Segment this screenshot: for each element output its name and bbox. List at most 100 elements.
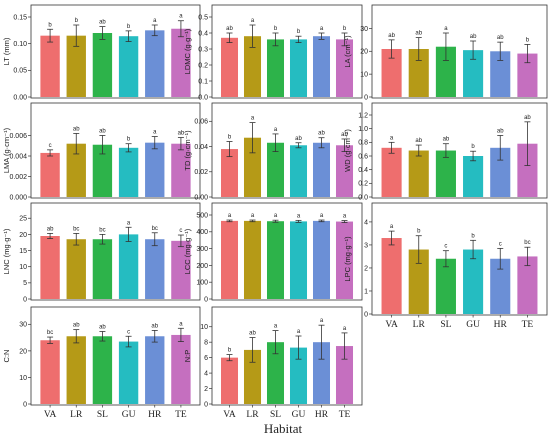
bar-sl xyxy=(435,258,456,314)
significance-letter: a xyxy=(320,26,324,32)
y-tick-label: 0.00 xyxy=(194,194,208,201)
y-tick-label: 30 xyxy=(19,322,27,329)
significance-letter: bc xyxy=(99,227,105,233)
significance-letter: a xyxy=(390,224,394,230)
bar-hr xyxy=(312,36,331,97)
bar-va xyxy=(40,340,60,404)
bar-hr xyxy=(145,142,165,197)
y-tick-label: 30 xyxy=(360,26,368,33)
y-tick-label: 20 xyxy=(360,49,368,56)
y-tick-label: 0 xyxy=(364,311,368,318)
x-tick-label: HR xyxy=(148,410,162,420)
x-tick-label: SL xyxy=(440,320,451,330)
significance-letter: b xyxy=(471,144,475,150)
x-tick-label: LR xyxy=(413,320,426,330)
y-tick-label: 10 xyxy=(200,324,208,331)
y-axis-label: LCC (mg·g⁻¹) xyxy=(183,228,192,274)
significance-letter: a xyxy=(444,26,448,32)
significance-letter: bc xyxy=(152,226,158,232)
y-tick-label: 1.0 xyxy=(358,126,368,133)
y-tick-label: 0.6 xyxy=(358,153,368,160)
y-tick-label: 0.2 xyxy=(198,62,208,69)
bar-gu xyxy=(118,234,139,299)
significance-letter: ab xyxy=(178,131,185,137)
bar-sl xyxy=(435,46,456,97)
y-tick-label: 0 xyxy=(23,401,27,408)
bar-sl xyxy=(266,142,285,197)
bar-sl xyxy=(92,336,113,404)
y-axis-label: LT (mm) xyxy=(2,37,11,65)
significance-letter: ab xyxy=(497,129,504,135)
bar-lr xyxy=(243,220,262,299)
significance-letter: a xyxy=(274,127,278,133)
significance-letter: a xyxy=(343,214,347,220)
significance-letter: ab xyxy=(341,132,348,138)
significance-letter: a xyxy=(251,18,255,24)
bar-te xyxy=(171,28,191,97)
bar-lr xyxy=(408,150,429,197)
significance-letter: ab xyxy=(249,331,256,337)
bar-te xyxy=(335,39,354,97)
bar-te xyxy=(517,256,538,314)
significance-letter: ab xyxy=(73,126,80,132)
significance-letter: b xyxy=(343,26,347,32)
significance-letter: a xyxy=(179,321,183,327)
significance-letter: b xyxy=(471,233,475,239)
bar-hr xyxy=(145,336,165,404)
panel-frame xyxy=(211,306,363,406)
bar-hr xyxy=(312,142,331,197)
bar-va xyxy=(381,147,402,197)
x-tick-label: VA xyxy=(385,320,398,330)
significance-letter: a xyxy=(297,329,301,335)
y-tick-label: 500 xyxy=(196,212,208,219)
y-tick-label: 5 xyxy=(23,280,27,287)
y-tick-label: 100 xyxy=(196,280,208,287)
bar-gu xyxy=(118,341,139,404)
bar-va xyxy=(381,238,402,314)
panel-frame xyxy=(211,102,363,199)
bar-gu xyxy=(118,147,139,197)
y-tick-label: 0 xyxy=(204,296,208,303)
significance-letter: c xyxy=(127,329,130,335)
bar-lr xyxy=(243,137,262,197)
y-tick-label: 0.006 xyxy=(9,133,27,140)
significance-letter: ab xyxy=(226,26,233,32)
bar-gu xyxy=(289,145,308,197)
bar-va xyxy=(220,357,239,404)
significance-letter: c xyxy=(179,228,182,234)
significance-letter: ab xyxy=(73,323,80,329)
bar-lr xyxy=(408,49,429,97)
y-tick-label: 0.8 xyxy=(358,140,368,147)
bar-sl xyxy=(266,39,285,97)
significance-letter: ab xyxy=(470,34,477,40)
panel-np: 0 2 4 6 8 10 N:P b ab a a a a VA LR SL GU HR TE xyxy=(183,306,363,420)
significance-letter: ab xyxy=(99,20,106,26)
x-tick-label: SL xyxy=(97,410,108,420)
significance-letter: c xyxy=(49,143,52,149)
y-tick-label: 8 xyxy=(204,340,208,347)
bar-te xyxy=(171,334,191,404)
panel-frame xyxy=(30,4,201,99)
bar-va xyxy=(40,236,60,299)
panel-frame xyxy=(371,202,548,316)
bar-hr xyxy=(145,239,165,299)
significance-letter: b xyxy=(417,229,421,235)
bar-va xyxy=(220,149,239,197)
significance-letter: c xyxy=(444,244,447,250)
bar-te xyxy=(171,143,191,197)
bar-lr xyxy=(243,36,262,97)
bar-gu xyxy=(118,36,139,97)
x-tick-label: TE xyxy=(175,410,187,420)
panel-cn: 0 10 20 30 C:N bc ab ab c ab a VA LR SL GU HR TE xyxy=(2,306,201,420)
y-tick-label: 0.05 xyxy=(13,68,27,75)
bar-lr xyxy=(66,143,86,197)
y-axis-label: WD (g·cm⁻¹) xyxy=(343,129,352,172)
y-tick-label: 4 xyxy=(364,219,368,226)
y-tick-label: 0.4 xyxy=(358,167,368,174)
bar-sl xyxy=(92,239,113,299)
bar-te xyxy=(335,145,354,197)
y-tick-label: 0.004 xyxy=(9,153,27,160)
y-axis-label: N:P xyxy=(183,350,192,363)
